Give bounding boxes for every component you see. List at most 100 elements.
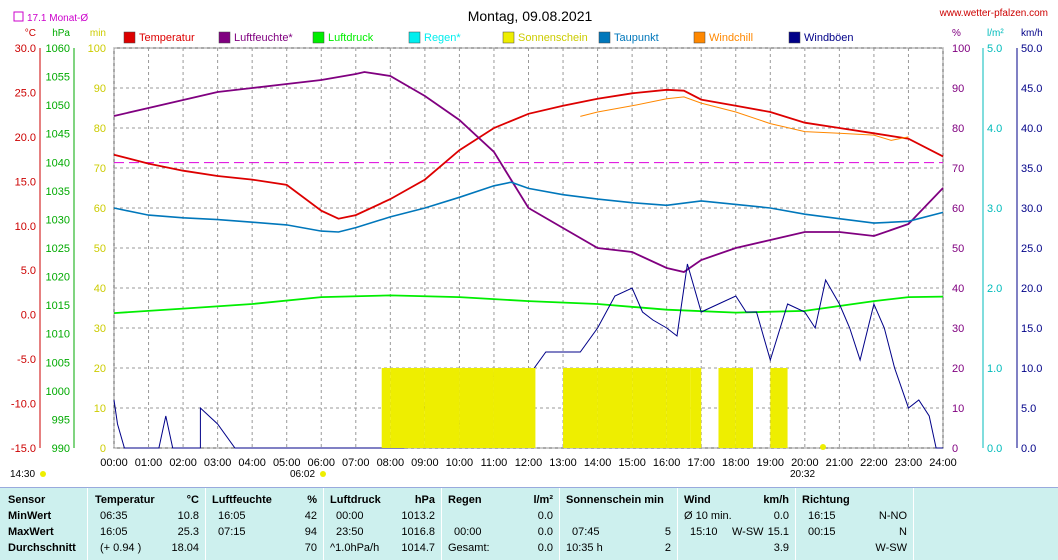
legend-label: Windböen — [804, 32, 854, 44]
dir-min-value: N-NO — [878, 510, 907, 522]
sunshine-bar — [459, 368, 494, 448]
col-press: Luftdruck hPa 00:00 1013.2 23:50 1016.8 … — [324, 488, 442, 560]
press-unit: hPa — [414, 494, 435, 506]
wind-max-time: 15:10 — [690, 526, 718, 538]
left-axes: °C 30.0 25.0 20.0 15.0 10.0 5.0 0.0 -5.0 -10.0 -15… — [11, 28, 106, 455]
wind-axis-tick: 20.0 — [1021, 283, 1042, 295]
chart-title: Montag, 09.08.2021 — [468, 8, 593, 24]
x-axis: 00:00 01:00 02:00 03:00 04:00 05:00 06:00 07:00… — [100, 457, 957, 469]
x-tick-label: 09:00 — [411, 457, 439, 469]
sunshine-bar — [666, 368, 691, 448]
temp-axis-tick: 20.0 — [15, 132, 36, 144]
temp-max-value: 25.3 — [177, 526, 199, 538]
x-tick-label: 08:00 — [377, 457, 405, 469]
site-link[interactable]: www.wetter-pfalzen.com — [939, 8, 1048, 19]
hum-unit: % — [307, 494, 317, 506]
rain-max-time: 00:00 — [454, 526, 482, 538]
x-tick-label: 14:00 — [584, 457, 612, 469]
sunset-label: 20:32 — [790, 469, 815, 480]
rain-axis-tick: 3.0 — [987, 203, 1002, 215]
row-avg: Durchschnitt — [8, 542, 76, 554]
series-line-windben — [113, 263, 943, 449]
wind-avg-value: 3.9 — [773, 542, 789, 554]
temp-axis-tick: 0.0 — [21, 310, 36, 322]
sunrise-icon — [320, 471, 326, 477]
x-tick-label: 06:00 — [307, 457, 335, 469]
col-sun: Sonnenschein min 07:45 5 10:35 h 2 — [560, 488, 678, 560]
col-temp: Temperatur °C 06:35 10.8 16:05 25.3 (+ 0… — [88, 488, 206, 560]
x-tick-label: 23:00 — [895, 457, 923, 469]
rain-total-value: 0.0 — [537, 542, 553, 554]
col-hum: Luftfeuchte % 16:05 42 07:15 94 70 — [206, 488, 324, 560]
hum-axis-tick: 20 — [952, 363, 964, 375]
legend-label: Luftdruck — [328, 32, 374, 44]
sun-avg-value: 2 — [664, 542, 671, 554]
press-axis-tick: 1035 — [46, 186, 70, 198]
rain-axis-tick: 2.0 — [987, 283, 1002, 295]
hum-axis-tick: 0 — [952, 443, 958, 455]
series-line-luftfeuchte — [113, 71, 944, 273]
temp-min-value: 10.8 — [177, 510, 199, 522]
wind-avg10-value: 0.0 — [773, 510, 789, 522]
hum-axis-tick: 40 — [952, 283, 964, 295]
temp-axis-tick: -5.0 — [17, 354, 36, 366]
x-tick-label: 20:00 — [791, 457, 819, 469]
press-max-value: 1016.8 — [401, 526, 435, 538]
temp-axis-tick: -10.0 — [11, 399, 36, 411]
x-tick-label: 11:00 — [481, 457, 508, 469]
temp-axis-unit: °C — [25, 28, 36, 39]
sunshine-bar — [493, 368, 529, 448]
press-axis-tick: 1030 — [46, 214, 70, 226]
x-tick-label: 18:00 — [722, 457, 750, 469]
rain-unit: l/m² — [533, 494, 553, 506]
sun-max-value: 5 — [664, 526, 671, 538]
press-axis-tick: 1010 — [46, 329, 70, 341]
sun-axis-tick: 70 — [94, 163, 106, 175]
sunshine-bar — [770, 368, 788, 448]
sunshine-bar — [381, 368, 391, 448]
sunshine-bar — [424, 368, 460, 448]
wind-axis-tick: 15.0 — [1021, 323, 1042, 335]
press-axis-tick: 1040 — [46, 157, 70, 169]
temp-axis-tick: 10.0 — [15, 221, 36, 233]
hum-axis-tick: 80 — [952, 123, 964, 135]
press-trend: ^1.0hPa/h — [330, 542, 380, 554]
wind-axis-tick: 30.0 — [1021, 203, 1042, 215]
hum-axis-tick: 100 — [952, 43, 970, 55]
x-tick-label: 17:00 — [687, 457, 715, 469]
dir-min-time: 16:15 — [808, 510, 836, 522]
dir-max-value: N — [899, 526, 907, 538]
hum-min-value: 42 — [304, 510, 317, 522]
legend-swatch — [312, 31, 325, 44]
wind-unit: km/h — [763, 494, 789, 506]
press-avg-value: 1014.7 — [401, 542, 435, 554]
wind-axis-tick: 50.0 — [1021, 43, 1042, 55]
hum-axis-unit: % — [952, 28, 961, 39]
dir-avg-value: W-SW — [875, 542, 907, 554]
press-axis-unit: hPa — [52, 28, 70, 39]
wind-axis-tick: 45.0 — [1021, 83, 1042, 95]
sun-axis-tick: 40 — [94, 283, 106, 295]
series-line-windchill — [580, 96, 909, 141]
weather-chart: °C 30.0 25.0 20.0 15.0 10.0 5.0 0.0 -5.0 -10.0 -15… — [10, 8, 1048, 480]
right-axes: %1009080706050403020100l/m²5.04.03.02.01… — [952, 28, 1043, 455]
hum-axis-tick: 50 — [952, 243, 964, 255]
legend-swatch — [502, 31, 515, 44]
press-axis-tick: 1020 — [46, 272, 70, 284]
temp-axis-tick: 30.0 — [15, 43, 36, 55]
series-line-temperatur — [113, 88, 944, 220]
x-tick-label: 05:00 — [273, 457, 301, 469]
temp-unit: °C — [186, 494, 199, 506]
hum-min-time: 16:05 — [218, 510, 246, 522]
press-axis-tick: 1045 — [46, 129, 70, 141]
sun-axis-unit: min — [90, 28, 106, 39]
hum-axis-tick: 60 — [952, 203, 964, 215]
rain-axis-tick: 0.0 — [987, 443, 1002, 455]
col-sensor: Sensor MinWert MaxWert Durchschnitt — [0, 488, 88, 560]
sun-axis-tick: 20 — [94, 363, 106, 375]
x-tick-label: 10:00 — [446, 457, 474, 469]
legend-label: Luftfeuchte* — [234, 32, 293, 44]
press-max-time: 23:50 — [336, 526, 364, 538]
x-tick-label: 07:00 — [342, 457, 370, 469]
press-axis-tick: 1060 — [46, 43, 70, 55]
